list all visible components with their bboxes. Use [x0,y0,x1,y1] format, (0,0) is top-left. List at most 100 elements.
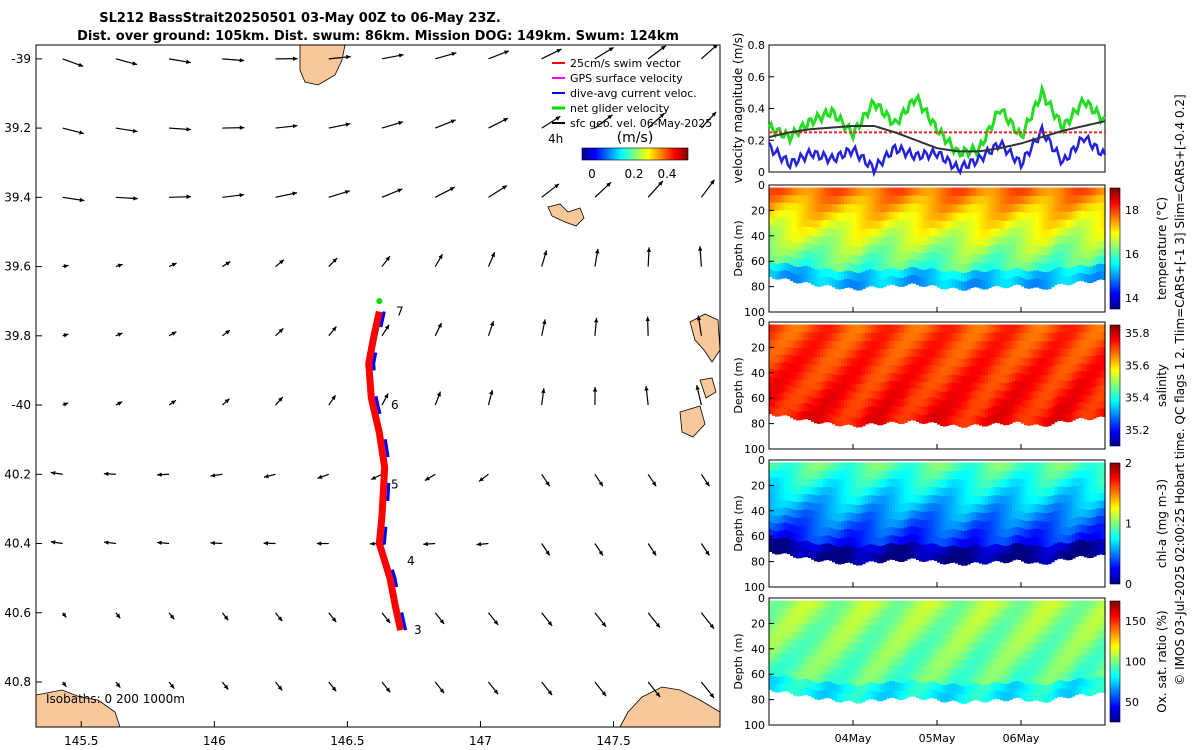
section-cell [796,624,800,633]
section-cell [871,682,875,692]
section-cell [1039,470,1043,480]
section-cell [796,203,800,212]
section-cell [1015,470,1019,480]
section-cell [877,495,881,505]
section-cell [934,544,938,553]
section-cell [898,415,902,424]
section-cell [913,324,917,334]
section-cell [910,396,914,405]
section-cell [1078,324,1082,333]
section-cell [850,495,854,505]
section-cell [1096,477,1100,487]
section-cell [811,502,815,512]
section-cell [868,544,872,554]
section-cell [892,624,896,634]
section-cell [850,391,854,401]
section-cell [868,398,872,407]
section-cell [787,362,791,371]
velocity-arrowhead [61,612,67,618]
section-cell [904,478,908,488]
section-cell [1003,470,1007,480]
section-cell [1012,219,1016,229]
section-cell [883,228,887,238]
section-cell [1102,408,1106,417]
section-cell [1024,391,1028,401]
section-cell [1045,229,1049,239]
colorbar-tick-label: 35.6 [1125,359,1150,372]
section-cell [853,366,857,376]
section-cell [886,689,890,699]
section-cell [1096,401,1100,410]
section-cell [793,332,797,341]
section-cell [1078,470,1082,479]
section-cell [814,357,818,367]
section-cell [928,535,932,545]
section-cell [853,513,857,523]
section-cell [1093,257,1097,267]
lon-tick-label: 147.5 [596,734,630,748]
section-cell [1057,340,1061,350]
section-cell [874,545,878,555]
section-cell [781,675,785,685]
section-cell [922,204,926,213]
section-cell [952,528,956,538]
section-cell [1045,187,1049,197]
section-cell [883,415,887,425]
velocity-arrowhead [451,51,457,57]
section-cell [1024,254,1028,264]
section-cell [967,204,971,214]
section-cell [1063,356,1067,366]
section-cell [904,244,908,254]
section-cell [934,503,938,513]
section-cell [994,406,998,415]
section-cell [1027,271,1031,281]
section-cell [916,324,920,334]
section-cell [883,641,887,651]
section-cell [997,381,1001,391]
section-cell [775,538,779,547]
section-cell [796,266,800,276]
section-cell [1045,521,1049,531]
section-cell [820,398,824,408]
section-cell [967,358,971,368]
section-cell [781,500,785,509]
section-cell [1066,252,1070,262]
section-cell [787,615,791,624]
section-cell [889,462,893,472]
section-cell [844,254,848,264]
section-cell [919,269,923,279]
section-cell [823,543,827,553]
section-cell [952,253,956,263]
section-cell [1039,358,1043,368]
section-cell [928,462,932,472]
section-cell [814,414,818,424]
section-cell [1066,324,1070,334]
section-cell [814,365,818,375]
section-cell [823,252,827,262]
section-cell [856,333,860,343]
section-cell [856,651,860,661]
section-cell [979,496,983,506]
section-cell [1006,554,1010,564]
section-cell [805,608,809,617]
section-cell [937,399,941,409]
section-cell [1039,246,1043,256]
velocity-arrowhead [171,262,177,267]
section-cell [853,238,857,248]
section-cell [895,665,899,675]
section-cell [1030,529,1034,539]
section-cell [1081,493,1085,502]
section-cell [817,625,821,635]
section-cell [916,203,920,213]
section-cell [865,503,869,513]
section-cell [871,414,875,424]
section-cell [1063,486,1067,496]
section-cell [853,324,857,334]
section-cell [859,187,863,197]
section-cell [1069,551,1073,560]
section-cell [1057,243,1061,253]
section-cell [787,377,791,386]
section-cell [1048,332,1052,342]
velocity-arrowhead [171,331,177,336]
section-cell [907,324,911,334]
